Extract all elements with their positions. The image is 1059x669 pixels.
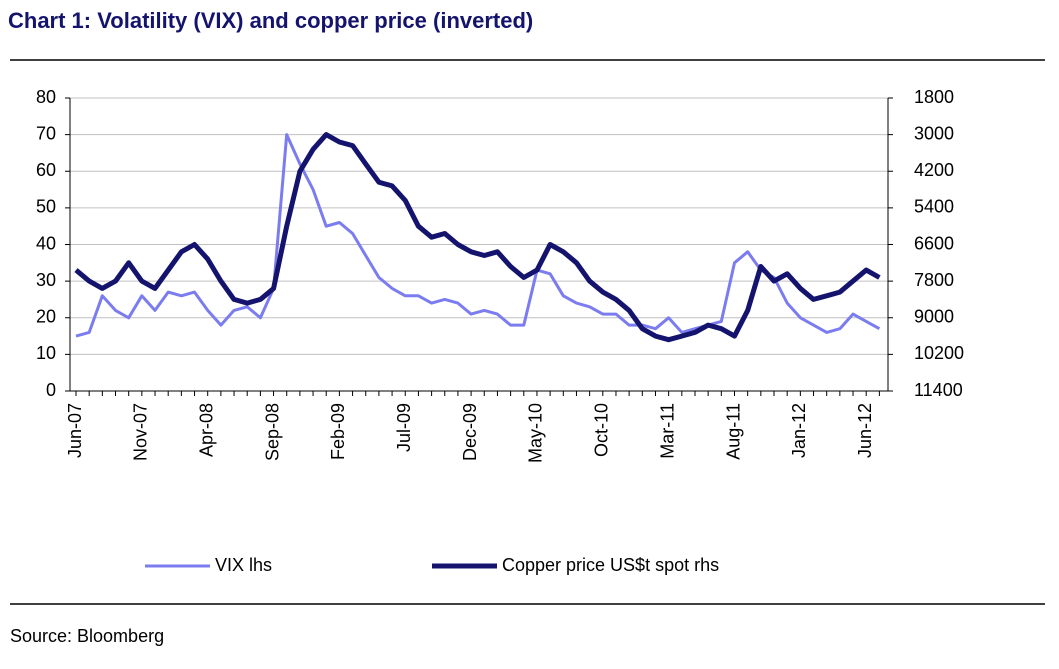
y-tick-label: 0 — [46, 380, 56, 400]
y2-tick-label: 4200 — [914, 160, 954, 180]
x-tick-label: Jan-12 — [789, 403, 809, 458]
y-tick-label: 40 — [36, 233, 56, 253]
legend-label: Copper price US$t spot rhs — [502, 555, 719, 575]
x-tick-label: Jun-07 — [65, 403, 85, 458]
y-tick-label: 20 — [36, 307, 56, 327]
chart-title: Chart 1: Volatility (VIX) and copper pri… — [8, 8, 533, 33]
x-tick-label: Aug-11 — [723, 403, 743, 460]
y-tick-label: 70 — [36, 123, 56, 143]
y2-tick-label: 11400 — [914, 380, 963, 400]
y2-tick-label: 10200 — [914, 343, 964, 363]
y2-tick-label: 3000 — [914, 123, 954, 143]
y2-tick-label: 7800 — [914, 270, 954, 290]
x-tick-label: Mar-11 — [657, 403, 677, 459]
x-tick-label: Oct-10 — [592, 403, 612, 457]
x-tick-label: Dec-09 — [460, 403, 480, 461]
x-tick-label: Jul-09 — [394, 403, 414, 452]
y2-tick-label: 1800 — [914, 87, 954, 107]
legend-label: VIX lhs — [215, 555, 272, 575]
y-tick-label: 30 — [36, 270, 56, 290]
y2-tick-label: 5400 — [914, 197, 954, 217]
y2-tick-label: 9000 — [914, 307, 954, 327]
x-tick-label: Nov-07 — [131, 403, 151, 461]
y-tick-label: 10 — [36, 343, 56, 363]
x-tick-label: Feb-09 — [328, 403, 348, 460]
series-line — [74, 132, 881, 343]
y-tick-label: 60 — [36, 160, 56, 180]
source: Source: Bloomberg — [10, 626, 164, 646]
series-line — [75, 133, 881, 338]
y2-tick-label: 6600 — [914, 233, 954, 253]
x-tick-label: Apr-08 — [196, 403, 216, 457]
x-tick-label: May-10 — [526, 403, 546, 463]
x-tick-label: Jun-12 — [855, 403, 875, 458]
x-tick-label: Sep-08 — [262, 403, 282, 461]
y-tick-label: 80 — [36, 87, 56, 107]
y-tick-label: 50 — [36, 197, 56, 217]
